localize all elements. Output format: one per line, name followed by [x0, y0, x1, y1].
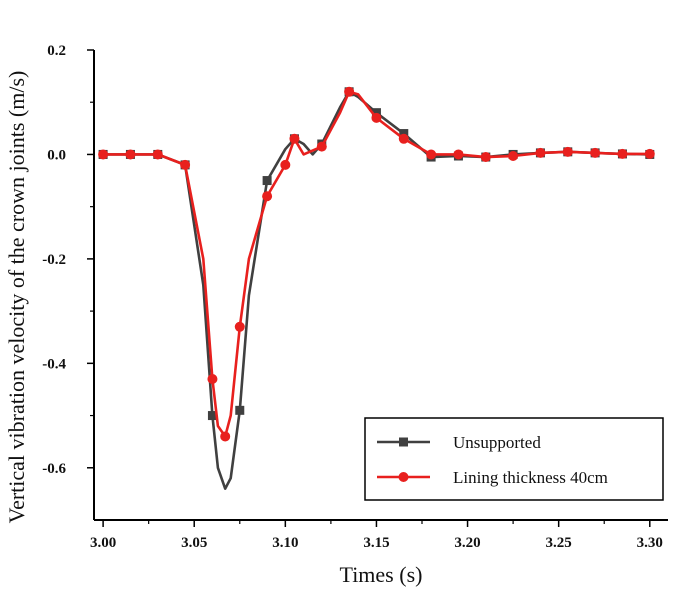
x-tick-label: 3.25: [546, 535, 572, 551]
data-point: [617, 148, 628, 159]
data-point: [371, 112, 382, 123]
legend: Unsupported Lining thickness 40cm: [364, 417, 664, 501]
y-tick-label: -0.4: [42, 356, 66, 372]
x-tick-label: 3.30: [637, 535, 663, 551]
legend-box: [364, 417, 664, 501]
data-point: [234, 321, 245, 332]
legend-label: Unsupported: [453, 433, 541, 452]
x-tick-label: 3.00: [90, 535, 116, 551]
data-point: [399, 129, 409, 139]
x-axis-title: Times (s): [340, 562, 423, 587]
data-point: [262, 191, 273, 202]
x-tick-label: 3.20: [454, 535, 480, 551]
data-point: [262, 176, 272, 186]
x-tick-label: 3.15: [363, 535, 389, 551]
data-point: [316, 141, 327, 152]
series-layer: [98, 86, 655, 491]
y-tick-label: -0.6: [42, 461, 66, 477]
data-point: [371, 108, 381, 118]
data-point: [480, 152, 491, 163]
legend-marker: [398, 472, 409, 482]
data-point: [98, 149, 109, 160]
axes: [93, 50, 668, 521]
data-point: [125, 149, 136, 160]
data-point: [207, 374, 218, 384]
legend-label: Lining thickness 40cm: [453, 468, 608, 487]
data-point: [235, 405, 245, 415]
x-tick-label: 3.05: [181, 535, 207, 551]
legend-marker: [399, 437, 408, 447]
y-axis-ticks: -0.6 -0.4 -0.2 0.0 0.2: [42, 43, 94, 477]
data-point: [289, 133, 300, 144]
series-line: [103, 90, 650, 438]
y-tick-label: 0.2: [47, 43, 66, 59]
data-point: [398, 133, 409, 144]
data-point: [426, 149, 437, 160]
data-point: [344, 86, 355, 97]
data-point: [280, 159, 291, 170]
data-point: [453, 149, 464, 160]
y-axis-title: Vertical vibration velocity of the crown…: [4, 71, 29, 524]
data-point: [644, 148, 655, 159]
x-axis-ticks: 3.00 3.05 3.10 3.15 3.20 3.25 3.30: [90, 520, 663, 551]
data-point: [180, 159, 191, 170]
x-tick-label: 3.10: [272, 535, 298, 551]
data-point: [508, 151, 519, 162]
data-point: [152, 149, 163, 160]
data-point: [207, 411, 217, 421]
data-point: [220, 431, 231, 442]
data-point: [562, 146, 573, 157]
y-tick-label: 0.0: [47, 147, 66, 163]
series-2: [98, 86, 655, 442]
y-tick-label: -0.2: [42, 252, 66, 268]
data-point: [535, 147, 546, 158]
data-point: [590, 147, 601, 158]
